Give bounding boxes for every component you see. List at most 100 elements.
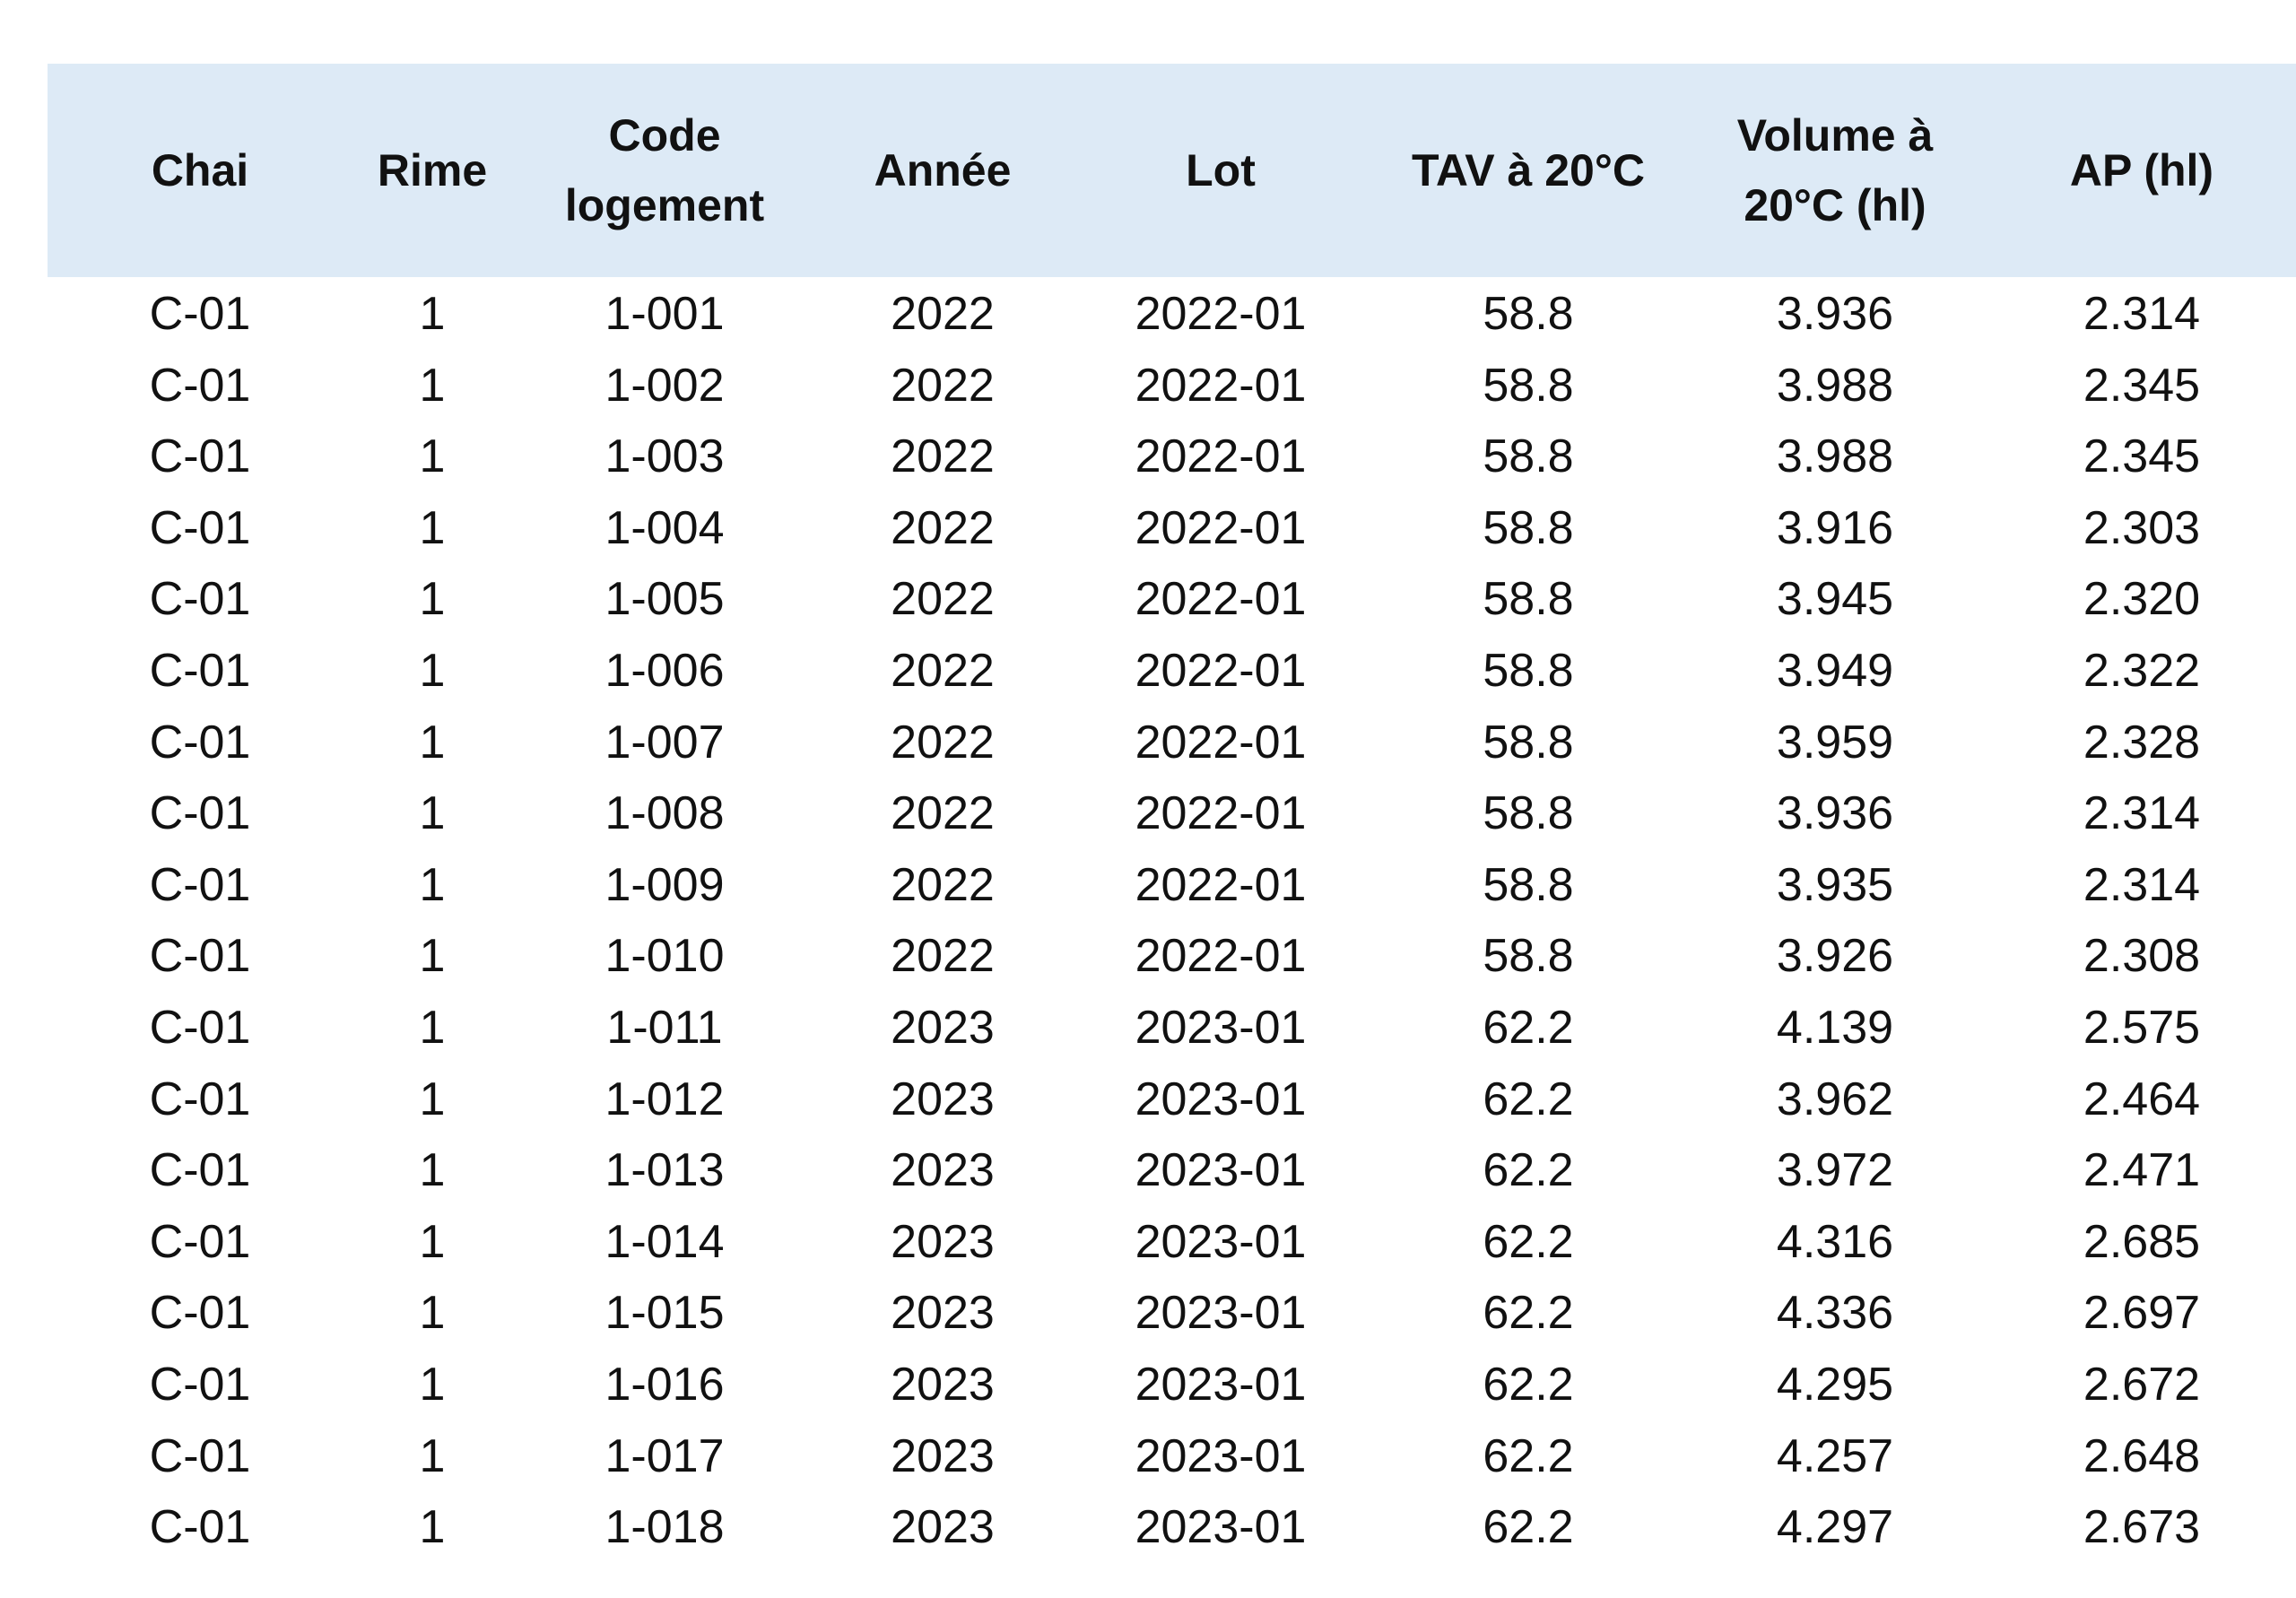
table-cell: 4.295	[1776, 1359, 1894, 1411]
table-cell: 3.945	[1776, 573, 1894, 626]
table-cell: 62.2	[1483, 1073, 1574, 1125]
table-cell: C-01	[149, 716, 251, 769]
table-cell: 2.648	[2083, 1429, 2201, 1482]
table-cell: 1	[419, 1002, 446, 1054]
table-cell: C-01	[149, 1287, 251, 1340]
table-cell: 1	[419, 1501, 446, 1554]
table-cell: 58.8	[1483, 858, 1574, 911]
table-cell: 2022	[891, 573, 995, 626]
table-cell: 2022-01	[1135, 573, 1307, 626]
table-cell: 3.959	[1776, 716, 1894, 769]
table-cell: 2023	[891, 1215, 995, 1268]
table-cell: C-01	[149, 1429, 251, 1482]
table-cell: 3.972	[1776, 1144, 1894, 1197]
table-cell: 58.8	[1483, 645, 1574, 697]
table-cell: 1-014	[604, 1215, 725, 1268]
table-cell: 2022-01	[1135, 359, 1307, 412]
table-cell: C-01	[149, 573, 251, 626]
table-cell: 58.8	[1483, 501, 1574, 554]
table-cell: 2022-01	[1135, 430, 1307, 483]
table-cell: 62.2	[1483, 1429, 1574, 1482]
table-cell: 1	[419, 1073, 446, 1125]
table-cell: 2022	[891, 645, 995, 697]
table-cell: 1-012	[604, 1073, 725, 1125]
table-cell: 2022-01	[1135, 716, 1307, 769]
table-cell: 1-007	[604, 716, 725, 769]
table-cell: 1	[419, 645, 446, 697]
column-header: TAV à 20°C	[1412, 145, 1645, 195]
table-cell: 2023	[891, 1073, 995, 1125]
table-cell: 2022	[891, 930, 995, 983]
table-cell: 1-010	[604, 930, 725, 983]
table-cell: 58.8	[1483, 430, 1574, 483]
table-cell: 58.8	[1483, 359, 1574, 412]
table-cell: C-01	[149, 288, 251, 340]
table-cell: 3.988	[1776, 359, 1894, 412]
table-cell: 2.464	[2083, 1073, 2201, 1125]
table-cell: C-01	[149, 501, 251, 554]
table-cell: 1-002	[604, 359, 725, 412]
table-cell: 58.8	[1483, 930, 1574, 983]
table-cell: 2023-01	[1135, 1002, 1307, 1054]
table-cell: 2.322	[2083, 645, 2201, 697]
table-cell: 1-001	[604, 288, 725, 340]
table-cell: 2.672	[2083, 1359, 2201, 1411]
table-cell: 1	[419, 501, 446, 554]
table-cell: 1	[419, 430, 446, 483]
table-cell: 2022	[891, 858, 995, 911]
table-cell: 1	[419, 1215, 446, 1268]
table-cell: 2023	[891, 1359, 995, 1411]
table-cell: 1-008	[604, 787, 725, 840]
table-cell: 1-003	[604, 430, 725, 483]
table-cell: 1	[419, 1287, 446, 1340]
table-cell: 2.308	[2083, 930, 2201, 983]
table-cell: 2.314	[2083, 288, 2201, 340]
table-cell: 1	[419, 930, 446, 983]
table-cell: 58.8	[1483, 288, 1574, 340]
table-cell: C-01	[149, 359, 251, 412]
column-header: Volume à 20°C (hl)	[1736, 110, 1934, 230]
table-cell: 3.936	[1776, 288, 1894, 340]
table-cell: 2022-01	[1135, 501, 1307, 554]
table-cell: C-01	[149, 787, 251, 840]
table-cell: 2.303	[2083, 501, 2201, 554]
table-cell: 1	[419, 1429, 446, 1482]
table-cell: 2.345	[2083, 359, 2201, 412]
table-cell: 1	[419, 359, 446, 412]
table-cell: 62.2	[1483, 1144, 1574, 1197]
table-cell: 2023-01	[1135, 1429, 1307, 1482]
table-cell: 2023-01	[1135, 1359, 1307, 1411]
column-header: AP (hl)	[2069, 145, 2214, 195]
table-cell: 1	[419, 1359, 446, 1411]
table-cell: 2022-01	[1135, 645, 1307, 697]
table-cell: 2.673	[2083, 1501, 2201, 1554]
table-cell: C-01	[149, 858, 251, 911]
table-cell: C-01	[149, 645, 251, 697]
table-cell: 2022	[891, 359, 995, 412]
table-cell: 4.336	[1776, 1287, 1894, 1340]
table-cell: 2.575	[2083, 1002, 2201, 1054]
table-cell: 62.2	[1483, 1501, 1574, 1554]
table-cell: 2022	[891, 716, 995, 769]
table-cell: C-01	[149, 930, 251, 983]
table-cell: C-01	[149, 1215, 251, 1268]
table-cell: 2023-01	[1135, 1144, 1307, 1197]
table-cell: 1-016	[604, 1359, 725, 1411]
table-cell: 2023	[891, 1501, 995, 1554]
column-header: Rime	[377, 145, 488, 195]
column-header: Année	[874, 145, 1012, 195]
table-cell: 2022	[891, 501, 995, 554]
table-cell: 2022	[891, 430, 995, 483]
table-cell: 4.139	[1776, 1002, 1894, 1054]
table-cell: 1	[419, 573, 446, 626]
table-cell: 2.328	[2083, 716, 2201, 769]
table-cell: 58.8	[1483, 716, 1574, 769]
table-cell: 1	[419, 787, 446, 840]
table-cell: 2.697	[2083, 1287, 2201, 1340]
header-band	[48, 64, 2296, 277]
table-cell: C-01	[149, 1073, 251, 1125]
table-cell: 1-004	[604, 501, 725, 554]
table-cell: 2022-01	[1135, 787, 1307, 840]
table-cell: 2023-01	[1135, 1073, 1307, 1125]
